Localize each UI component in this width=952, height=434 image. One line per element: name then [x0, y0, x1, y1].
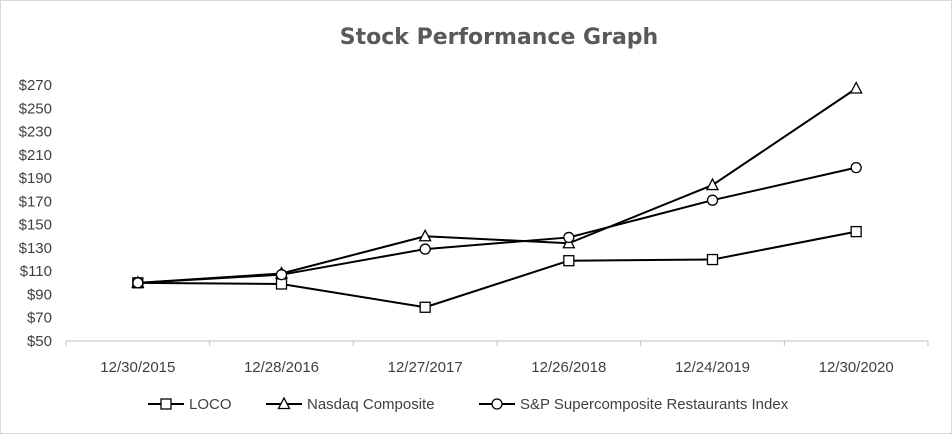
data-point	[563, 231, 575, 244]
y-tick-label: $230	[19, 124, 52, 141]
legend-item: Nasdaq Composite	[266, 396, 435, 413]
data-point	[419, 243, 431, 255]
y-tick-label: $130	[19, 240, 52, 257]
legend-item: S&P Supercomposite Restaurants Index	[479, 396, 789, 413]
x-tick-label: 12/30/2015	[100, 359, 175, 376]
legend-marker	[277, 396, 291, 410]
data-point	[419, 301, 431, 313]
data-point	[706, 253, 719, 266]
legend-marker	[491, 398, 503, 410]
y-tick-label: $70	[27, 310, 52, 327]
data-point	[275, 269, 288, 281]
legend-marker	[160, 398, 172, 410]
data-point	[850, 161, 862, 174]
data-point	[706, 194, 719, 206]
data-point	[275, 278, 288, 290]
y-tick-label: $110	[20, 263, 52, 280]
series-line	[137, 230, 857, 309]
series-layer	[131, 81, 863, 313]
y-tick-label: $90	[27, 286, 52, 303]
legend-label: S&P Supercomposite Restaurants Index	[520, 396, 789, 413]
y-tick-label: $50	[27, 333, 52, 350]
y-tick-label: $190	[19, 170, 52, 187]
series-line	[137, 166, 857, 284]
data-point	[132, 277, 144, 289]
series-circle	[132, 161, 862, 289]
data-point	[850, 225, 862, 238]
y-axis-ticks: $50 $70 $90 $110 $130 $150 $170 $190 $210 $230 $25…	[19, 77, 52, 350]
legend-label: LOCO	[189, 396, 232, 413]
x-tick-label: 12/30/2020	[819, 359, 894, 376]
y-tick-label: $210	[19, 147, 52, 164]
data-point	[418, 228, 432, 242]
series-line	[137, 87, 857, 284]
y-tick-label: $270	[19, 77, 52, 94]
x-axis-ticks: 12/30/2015 12/28/2016 12/27/2017 12/26/2018…	[65, 341, 929, 376]
x-tick-label: 12/24/2019	[675, 359, 750, 376]
x-tick-label: 12/26/2018	[531, 359, 606, 376]
y-tick-label: $170	[19, 193, 52, 210]
data-point	[849, 81, 863, 94]
x-tick-label: 12/28/2016	[244, 359, 319, 376]
series-triangle	[131, 81, 863, 288]
x-tick-label: 12/27/2017	[388, 359, 463, 376]
data-point	[563, 255, 575, 267]
y-tick-label: $250	[19, 100, 52, 117]
legend: LOCO Nasdaq Composite S&P Supercomposite R…	[148, 396, 789, 413]
chart-title: Stock Performance Graph	[340, 25, 658, 50]
data-point	[705, 177, 720, 191]
y-tick-label: $150	[19, 217, 52, 234]
legend-label: Nasdaq Composite	[307, 396, 435, 413]
legend-item: LOCO	[148, 396, 232, 413]
